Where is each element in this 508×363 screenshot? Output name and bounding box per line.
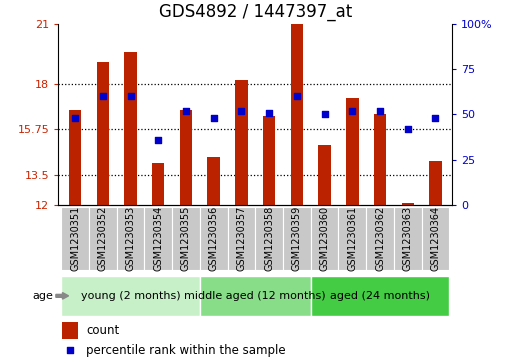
Bar	[228, 207, 256, 270]
Bar	[422, 207, 450, 270]
Title: GDS4892 / 1447397_at: GDS4892 / 1447397_at	[158, 3, 352, 21]
Text: GSM1230355: GSM1230355	[181, 206, 191, 272]
Bar	[366, 207, 394, 270]
Bar	[207, 157, 220, 205]
Bar	[346, 98, 359, 205]
Point	[154, 137, 162, 143]
Text: GSM1230357: GSM1230357	[236, 206, 246, 272]
Bar	[152, 163, 165, 205]
Point	[321, 111, 329, 117]
Text: count: count	[86, 324, 119, 337]
Text: GSM1230353: GSM1230353	[125, 206, 136, 271]
Point	[237, 108, 245, 114]
Point	[99, 93, 107, 99]
Text: percentile rank within the sample: percentile rank within the sample	[86, 344, 285, 357]
Text: young (2 months): young (2 months)	[81, 291, 180, 301]
Bar	[61, 207, 89, 270]
Bar	[394, 207, 422, 270]
Point	[210, 115, 218, 121]
Point	[182, 108, 190, 114]
Bar	[311, 276, 450, 316]
Point	[431, 115, 439, 121]
Text: age: age	[33, 291, 53, 301]
Bar	[172, 207, 200, 270]
Bar	[338, 207, 366, 270]
Text: GSM1230364: GSM1230364	[430, 206, 440, 271]
Bar	[62, 322, 78, 339]
Point	[376, 108, 384, 114]
Text: GSM1230359: GSM1230359	[292, 206, 302, 271]
Point	[293, 93, 301, 99]
Text: GSM1230351: GSM1230351	[70, 206, 80, 271]
Bar	[124, 52, 137, 205]
Text: middle aged (12 months): middle aged (12 months)	[184, 291, 326, 301]
Bar	[429, 161, 442, 205]
Point	[265, 110, 273, 115]
Text: GSM1230358: GSM1230358	[264, 206, 274, 271]
Point	[348, 108, 357, 114]
Bar	[61, 276, 200, 316]
Bar	[200, 276, 311, 316]
Bar	[117, 207, 144, 270]
Text: GSM1230363: GSM1230363	[403, 206, 413, 271]
Bar	[291, 24, 303, 205]
Bar	[283, 207, 311, 270]
Bar	[311, 207, 338, 270]
Text: GSM1230361: GSM1230361	[347, 206, 357, 271]
Text: GSM1230354: GSM1230354	[153, 206, 163, 271]
Bar	[200, 207, 228, 270]
Bar	[180, 110, 192, 205]
Bar	[374, 114, 386, 205]
Point	[66, 347, 74, 353]
Text: GSM1230352: GSM1230352	[98, 206, 108, 272]
Bar	[401, 203, 414, 205]
Bar	[89, 207, 117, 270]
Bar	[256, 207, 283, 270]
Bar	[263, 117, 275, 205]
Bar	[97, 62, 109, 205]
Bar	[235, 80, 247, 205]
Bar	[69, 110, 81, 205]
Text: GSM1230360: GSM1230360	[320, 206, 330, 271]
Text: GSM1230362: GSM1230362	[375, 206, 385, 271]
Point	[126, 93, 135, 99]
Point	[71, 115, 79, 121]
Bar	[319, 144, 331, 205]
Bar	[144, 207, 172, 270]
Point	[404, 126, 412, 132]
Text: GSM1230356: GSM1230356	[209, 206, 218, 271]
Text: aged (24 months): aged (24 months)	[330, 291, 430, 301]
